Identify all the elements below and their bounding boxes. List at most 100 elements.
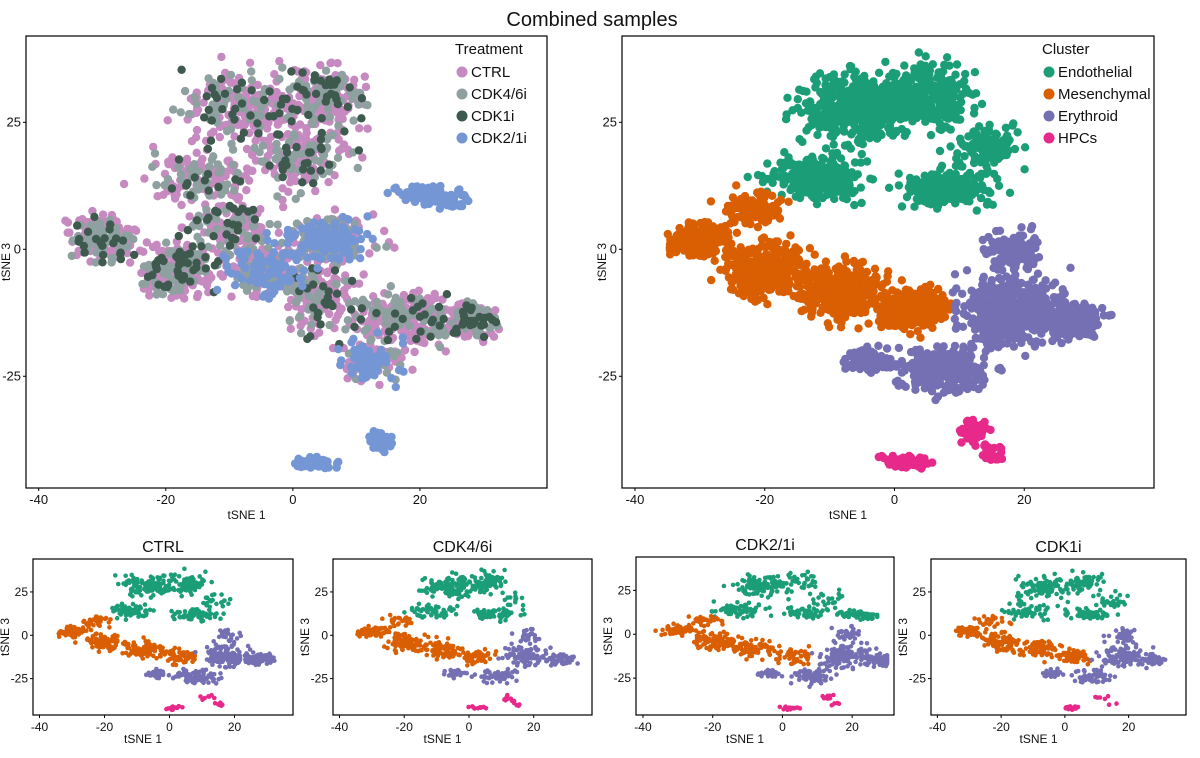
point-cdk1i <box>426 332 435 341</box>
point-cdk1i <box>420 310 429 319</box>
point-cdk1i <box>282 160 291 170</box>
point-cdk1i <box>412 334 421 344</box>
point-cdk4-6i <box>367 335 376 344</box>
point-endothelial <box>931 82 941 91</box>
point-cdk1i <box>347 276 357 286</box>
point-ctrl <box>163 116 172 125</box>
point-endothelial <box>865 82 874 91</box>
point-cdk1i <box>265 87 274 96</box>
point-cdk1i <box>384 327 394 336</box>
point-cdk4-6i <box>274 152 284 162</box>
point-cdk4-6i <box>167 247 176 256</box>
point-mesenchymal <box>800 305 809 314</box>
point-cdk2-1i <box>304 240 313 249</box>
point-cdk4-6i <box>475 305 484 314</box>
point-mesenchymal <box>710 256 719 265</box>
point-cdk4-6i <box>226 70 236 80</box>
point-endothelial <box>835 86 844 95</box>
point-endothelial <box>981 138 991 147</box>
point-cdk2-1i <box>354 226 364 236</box>
point-endothelial <box>902 192 912 202</box>
point-ctrl <box>217 52 226 62</box>
point-cdk4-6i <box>234 92 243 102</box>
point-endothelial <box>812 160 821 169</box>
point-mesenchymal <box>684 218 693 227</box>
point-cdk2-1i <box>324 229 334 239</box>
point-endothelial <box>809 193 818 203</box>
point-cdk2-1i <box>391 382 400 392</box>
point-cdk4-6i <box>278 63 287 72</box>
point-endothelial <box>996 147 1006 157</box>
point-endothelial <box>875 131 884 140</box>
point-cdk1i <box>213 208 222 217</box>
point-cdk1i <box>265 112 274 121</box>
point-ctrl <box>311 186 320 196</box>
point-cdk2-1i <box>279 249 289 258</box>
point-endothelial <box>988 200 997 209</box>
point-mesenchymal <box>872 273 881 282</box>
point-endothelial <box>758 177 768 187</box>
point-endothelial <box>986 188 995 198</box>
point-cdk4-6i <box>323 133 332 143</box>
point-endothelial <box>795 183 804 192</box>
point-cdk4-6i <box>291 194 300 204</box>
point-cdk1i <box>398 314 407 324</box>
point-cdk4-6i <box>192 179 202 188</box>
point-endothelial <box>811 83 820 92</box>
point-cdk1i <box>408 306 418 315</box>
legend-swatch <box>456 132 468 144</box>
point-endothelial <box>942 53 952 62</box>
point-cdk4-6i <box>176 170 186 179</box>
point-endothelial <box>850 200 859 210</box>
point-endothelial <box>807 108 817 118</box>
point-cdk1i <box>91 234 101 244</box>
point-cdk1i <box>254 129 263 138</box>
point-mesenchymal <box>665 243 674 252</box>
point-cdk4-6i <box>351 89 360 98</box>
point-ctrl <box>257 223 266 232</box>
point-cdk4-6i <box>222 127 232 136</box>
point-cdk1i <box>309 179 318 188</box>
point-cdk2-1i <box>422 189 431 198</box>
point-cdk2-1i <box>347 338 356 347</box>
point-cdk1i <box>237 99 247 108</box>
point-cdk1i <box>479 314 488 324</box>
point-cdk1i <box>273 130 282 139</box>
point-cdk4-6i <box>350 219 359 228</box>
point-ctrl <box>287 172 296 181</box>
x-tick-label: -40 <box>29 492 48 507</box>
point-cdk1i <box>311 89 321 99</box>
point-endothelial <box>958 140 967 149</box>
point-cdk1i <box>130 250 139 260</box>
point-endothelial <box>769 169 778 178</box>
point-cdk2-1i <box>274 266 283 275</box>
point-cdk1i <box>319 282 328 291</box>
point-cdk4-6i <box>230 186 239 195</box>
point-cdk1i <box>442 290 452 299</box>
point-endothelial <box>795 135 804 144</box>
point-ctrl <box>361 82 371 92</box>
point-ctrl <box>283 130 293 139</box>
point-cdk1i <box>330 266 340 275</box>
point-cdk4-6i <box>315 157 324 166</box>
point-cdk4-6i <box>441 331 450 340</box>
point-endothelial <box>923 192 933 201</box>
point-cdk1i <box>304 110 313 120</box>
point-endothelial <box>934 174 943 184</box>
point-cdk1i <box>354 146 364 155</box>
point-cdk1i <box>390 322 400 331</box>
point-cdk4-6i <box>265 219 274 229</box>
point-ctrl <box>358 153 367 162</box>
point-mesenchymal <box>721 246 731 255</box>
point-cdk1i <box>320 298 329 307</box>
point-endothelial <box>960 76 969 86</box>
point-ctrl <box>406 334 415 343</box>
point-endothelial <box>952 60 962 69</box>
point-cdk1i <box>98 241 107 250</box>
point-cdk2-1i <box>334 255 344 264</box>
point-ctrl <box>159 190 168 199</box>
point-ctrl <box>316 60 325 70</box>
point-cdk1i <box>298 165 308 174</box>
point-endothelial <box>1005 188 1015 197</box>
